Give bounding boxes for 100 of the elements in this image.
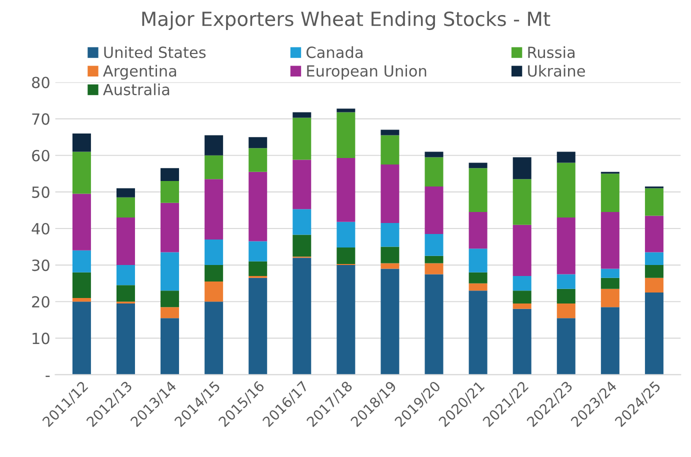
bar xyxy=(512,157,532,180)
y-tick-label: 20 xyxy=(32,296,50,308)
bar xyxy=(556,152,576,163)
bar xyxy=(72,272,91,298)
bar xyxy=(72,250,91,272)
chart-title: Major Exporters Wheat Ending Stocks - Mt xyxy=(142,11,550,30)
y-tick-label: 60 xyxy=(32,150,50,162)
bar xyxy=(72,152,91,194)
legend-label: Canada xyxy=(306,46,362,58)
bar xyxy=(336,112,356,158)
bar xyxy=(644,252,664,266)
bar xyxy=(424,234,444,256)
bar xyxy=(512,308,532,375)
y-tick-label: - xyxy=(46,376,50,377)
bar xyxy=(468,212,488,249)
bar xyxy=(380,268,400,375)
bar xyxy=(160,168,180,181)
bar xyxy=(600,212,620,269)
bar xyxy=(248,148,268,172)
bar xyxy=(292,234,312,257)
bar xyxy=(116,218,135,266)
bar xyxy=(116,197,135,218)
y-tick-label: 70 xyxy=(32,113,50,125)
bar xyxy=(380,130,400,136)
bar xyxy=(248,261,268,276)
bar xyxy=(380,164,400,224)
bar xyxy=(468,272,488,284)
bar xyxy=(468,283,488,291)
bar xyxy=(292,112,312,118)
bar xyxy=(556,288,576,304)
bar xyxy=(336,248,356,264)
bar xyxy=(292,258,312,375)
bar xyxy=(204,302,224,375)
bar xyxy=(424,152,444,158)
bar xyxy=(248,172,268,242)
bar xyxy=(424,157,444,186)
bar xyxy=(600,307,620,375)
bar xyxy=(600,174,620,212)
bar xyxy=(336,265,356,375)
bar xyxy=(424,256,444,264)
bar xyxy=(116,188,135,198)
bar xyxy=(468,162,488,168)
bar xyxy=(424,274,444,375)
bar xyxy=(556,162,576,218)
bar xyxy=(644,278,664,292)
bar xyxy=(204,179,224,240)
bar xyxy=(644,188,664,216)
y-tick-label: 10 xyxy=(32,332,50,344)
bar xyxy=(160,252,180,291)
bar xyxy=(160,318,180,375)
bar xyxy=(424,263,444,274)
bar xyxy=(160,307,180,318)
bar xyxy=(380,263,400,269)
bar xyxy=(292,209,312,235)
bar xyxy=(556,218,576,274)
bar xyxy=(160,180,180,203)
bar xyxy=(600,278,620,289)
y-tick-label: 40 xyxy=(32,222,50,235)
bar xyxy=(248,241,268,262)
bar xyxy=(380,223,400,247)
bar xyxy=(72,133,91,152)
bar xyxy=(600,268,620,278)
legend-label: Ukraine xyxy=(528,64,585,77)
bar xyxy=(600,288,620,308)
bar xyxy=(248,278,268,375)
bar xyxy=(468,168,488,212)
bar xyxy=(72,298,91,302)
legend-label: Russia xyxy=(528,46,574,58)
bar xyxy=(512,224,532,276)
bar xyxy=(512,276,532,291)
bar xyxy=(336,158,356,222)
bar xyxy=(424,186,444,234)
bar xyxy=(204,282,224,302)
bar xyxy=(644,292,664,375)
bar xyxy=(512,303,532,309)
bar xyxy=(292,118,312,160)
y-tick-label: 80 xyxy=(32,76,50,88)
bar xyxy=(204,239,224,266)
bar xyxy=(336,222,356,248)
bar xyxy=(468,248,488,272)
bar xyxy=(468,290,488,375)
bar xyxy=(556,318,576,375)
bar xyxy=(72,302,91,375)
y-tick-label: 30 xyxy=(32,260,50,272)
bar xyxy=(204,135,224,156)
bar xyxy=(72,194,91,250)
bar xyxy=(204,155,224,180)
legend-label: Australia xyxy=(103,84,170,96)
bar xyxy=(512,179,532,225)
bar xyxy=(116,303,135,375)
y-tick-label: 50 xyxy=(32,186,50,198)
bar xyxy=(292,160,312,210)
bar xyxy=(248,137,268,148)
bar xyxy=(380,135,400,165)
bar xyxy=(160,290,180,308)
bar xyxy=(204,265,224,282)
bar xyxy=(556,274,576,289)
legend-label: United States xyxy=(104,46,206,58)
bar xyxy=(644,216,664,252)
bar xyxy=(116,285,135,302)
